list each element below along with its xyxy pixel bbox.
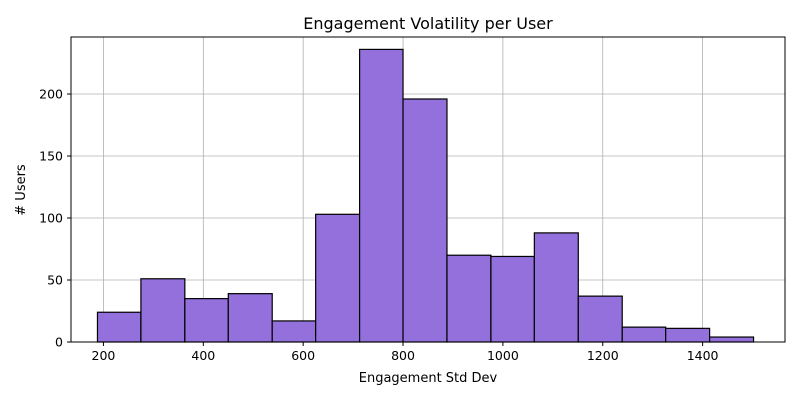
y-tick-label: 150 (39, 149, 63, 164)
histogram-bar (577, 295, 623, 343)
y-tick-label: 0 (55, 335, 63, 350)
histogram-bar (709, 336, 755, 343)
y-tick-label: 100 (39, 211, 63, 226)
histogram-bar (140, 278, 186, 343)
x-tick-label: 1200 (587, 348, 619, 363)
histogram-bar (533, 232, 579, 343)
histogram-bars (96, 48, 755, 343)
y-tick-label: 50 (47, 273, 63, 288)
histogram-bar (446, 254, 492, 343)
y-axis-label: # Users (14, 164, 29, 216)
histogram-bar (227, 293, 273, 343)
histogram-bar (490, 255, 535, 343)
y-tick-label: 200 (39, 87, 63, 102)
x-tick-label: 600 (291, 348, 315, 363)
y-axis-ticks: 0 50 100 150 200 (39, 87, 71, 350)
histogram-bar (621, 326, 667, 343)
x-tick-label: 1400 (687, 348, 719, 363)
x-axis-ticks: 200 400 600 800 1000 1200 1400 (92, 342, 719, 363)
x-tick-label: 800 (391, 348, 415, 363)
histogram-bar (358, 48, 404, 343)
histogram-bar (402, 98, 448, 343)
chart-title: Engagement Volatility per User (303, 14, 553, 33)
histogram-bar (96, 311, 142, 343)
histogram-bar (271, 320, 317, 343)
histogram-bar (315, 213, 361, 343)
x-tick-label: 1000 (487, 348, 519, 363)
histogram-bar (184, 298, 229, 343)
x-axis-label: Engagement Std Dev (359, 371, 498, 386)
histogram-bar (665, 327, 711, 343)
x-tick-label: 200 (92, 348, 116, 363)
plot-area-frame (70, 36, 786, 343)
x-tick-label: 400 (191, 348, 215, 363)
